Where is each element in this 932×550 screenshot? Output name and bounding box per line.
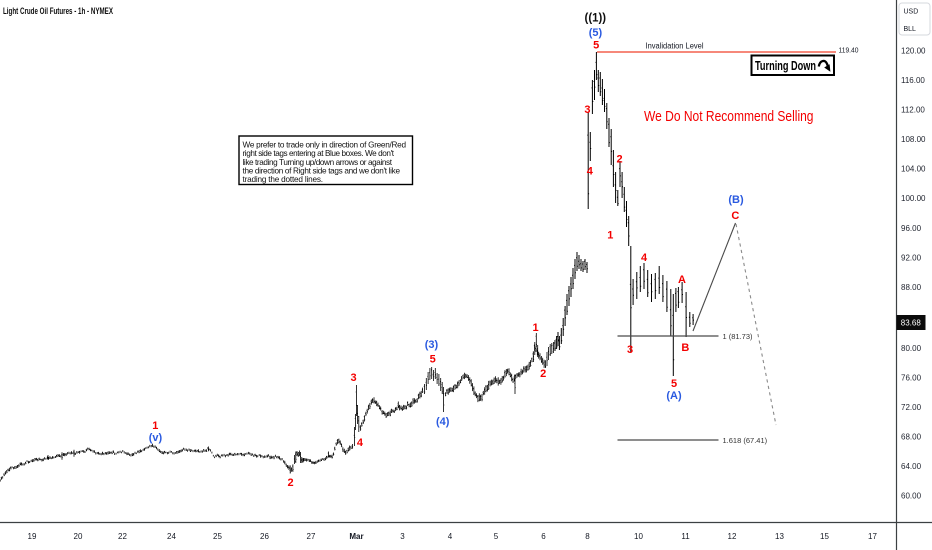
svg-text:like trading Turning up/down a: like trading Turning up/down arrows or a… [243,158,393,167]
svg-text:88.00: 88.00 [901,283,922,292]
svg-text:4: 4 [448,532,453,541]
svg-text:((1)): ((1)) [585,10,607,24]
svg-text:USD: USD [904,9,919,16]
svg-text:68.00: 68.00 [901,432,922,441]
svg-text:1 (81.73): 1 (81.73) [723,332,754,341]
svg-text:4: 4 [357,437,364,449]
svg-text:(v): (v) [149,432,163,444]
svg-text:1.618 (67.41): 1.618 (67.41) [723,436,768,445]
svg-text:(A): (A) [666,390,682,402]
svg-text:5: 5 [593,40,599,52]
svg-text:22: 22 [118,532,127,541]
svg-text:4: 4 [641,252,648,264]
svg-text:76.00: 76.00 [901,373,922,382]
svg-text:3: 3 [627,344,633,356]
svg-text:17: 17 [868,532,877,541]
svg-text:100.00: 100.00 [901,194,926,203]
svg-text:119.40: 119.40 [839,46,859,55]
svg-text:112.00: 112.00 [901,105,925,114]
svg-text:19: 19 [28,532,37,541]
svg-text:Mar: Mar [349,532,363,541]
svg-text:12: 12 [728,532,737,541]
svg-text:We prefer to trade only in dir: We prefer to trade only in direction of … [243,140,407,149]
svg-text:108.00: 108.00 [901,135,926,144]
svg-text:60.00: 60.00 [901,491,922,500]
svg-text:C: C [731,210,739,222]
svg-text:(4): (4) [436,416,450,428]
svg-text:92.00: 92.00 [901,253,922,262]
svg-text:(3): (3) [425,339,439,351]
svg-text:B: B [681,342,689,354]
svg-text:83.68: 83.68 [901,318,922,327]
svg-text:2: 2 [616,154,622,166]
svg-text:the direction of Right side ta: the direction of Right side tags and we … [243,167,401,176]
svg-text:(B): (B) [728,194,744,206]
svg-text:24: 24 [167,532,176,541]
svg-text:27: 27 [307,532,316,541]
svg-text:Turning Down: Turning Down [755,59,816,73]
svg-text:1: 1 [607,230,613,242]
svg-text:11: 11 [681,532,690,541]
svg-text:right side tags entering at Bl: right side tags entering at Blue boxes. … [243,149,395,158]
svg-text:(5): (5) [589,27,603,39]
svg-text:3: 3 [400,532,405,541]
svg-text:5: 5 [671,378,677,390]
svg-text:80.00: 80.00 [901,344,922,353]
svg-text:72.00: 72.00 [901,403,922,412]
svg-text:5: 5 [430,354,436,366]
svg-text:8: 8 [585,532,590,541]
svg-text:2: 2 [287,477,293,489]
svg-text:25: 25 [213,532,222,541]
svg-text:64.00: 64.00 [901,462,922,471]
svg-text:6: 6 [541,532,546,541]
svg-text:Invalidation Level: Invalidation Level [646,41,704,50]
svg-text:96.00: 96.00 [901,224,922,233]
svg-text:4: 4 [587,166,594,178]
svg-text:104.00: 104.00 [901,164,926,173]
svg-text:A: A [678,274,686,286]
svg-text:3: 3 [350,372,356,384]
svg-text:BLL: BLL [904,26,917,33]
svg-text:trading the dotted lines.: trading the dotted lines. [243,175,324,184]
svg-text:5: 5 [494,532,499,541]
svg-text:1: 1 [532,322,538,334]
svg-text:20: 20 [74,532,83,541]
svg-text:13: 13 [775,532,784,541]
svg-text:10: 10 [634,532,643,541]
svg-text:120.00: 120.00 [901,46,926,55]
svg-text:2: 2 [540,368,546,380]
svg-text:26: 26 [260,532,269,541]
svg-text:Light Crude Oil Futures - 1h -: Light Crude Oil Futures - 1h - NYMEX [3,6,113,16]
svg-text:We Do Not Recommend Selling: We Do Not Recommend Selling [644,109,814,125]
svg-text:3: 3 [584,104,590,116]
svg-text:116.00: 116.00 [901,76,925,85]
svg-text:15: 15 [820,532,829,541]
svg-text:1: 1 [152,420,158,432]
